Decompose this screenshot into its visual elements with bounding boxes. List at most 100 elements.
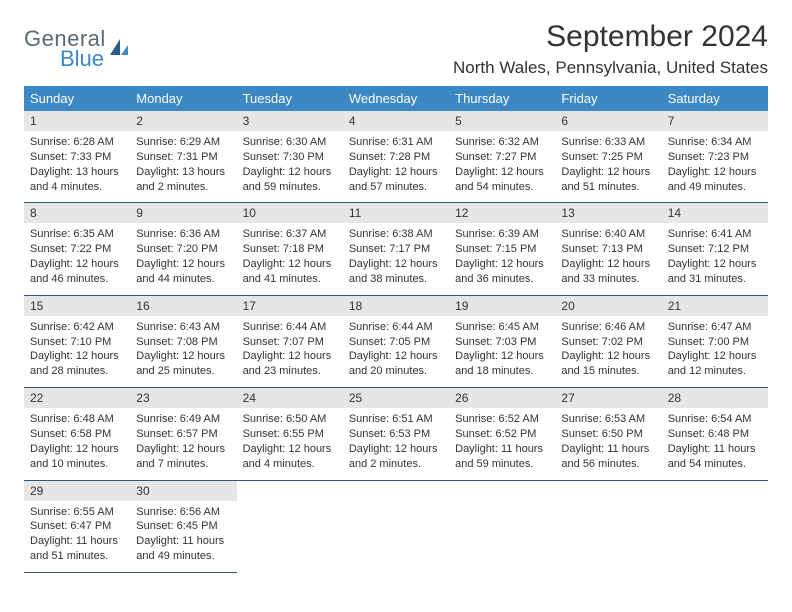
sunrise-text: Sunrise: 6:36 AM bbox=[136, 227, 230, 242]
day-number: 18 bbox=[343, 296, 449, 316]
day-details: Sunrise: 6:51 AMSunset: 6:53 PMDaylight:… bbox=[343, 408, 449, 479]
daylight-text: Daylight: 11 hours and 54 minutes. bbox=[668, 442, 762, 472]
sunrise-text: Sunrise: 6:38 AM bbox=[349, 227, 443, 242]
title-block: September 2024 North Wales, Pennsylvania… bbox=[453, 20, 768, 78]
daylight-text: Daylight: 11 hours and 51 minutes. bbox=[30, 534, 124, 564]
daylight-text: Daylight: 12 hours and 23 minutes. bbox=[243, 349, 337, 379]
sunrise-text: Sunrise: 6:35 AM bbox=[30, 227, 124, 242]
day-details: Sunrise: 6:52 AMSunset: 6:52 PMDaylight:… bbox=[449, 408, 555, 479]
day-details: Sunrise: 6:46 AMSunset: 7:02 PMDaylight:… bbox=[555, 316, 661, 387]
daylight-text: Daylight: 12 hours and 25 minutes. bbox=[136, 349, 230, 379]
sunset-text: Sunset: 7:03 PM bbox=[455, 335, 549, 350]
calendar-day-cell: 10Sunrise: 6:37 AMSunset: 7:18 PMDayligh… bbox=[237, 203, 343, 295]
daylight-text: Daylight: 12 hours and 33 minutes. bbox=[561, 257, 655, 287]
day-details: Sunrise: 6:38 AMSunset: 7:17 PMDaylight:… bbox=[343, 223, 449, 294]
calendar-table: SundayMondayTuesdayWednesdayThursdayFrid… bbox=[24, 86, 768, 573]
month-title: September 2024 bbox=[453, 20, 768, 54]
sunset-text: Sunset: 6:50 PM bbox=[561, 427, 655, 442]
sunrise-text: Sunrise: 6:45 AM bbox=[455, 320, 549, 335]
daylight-text: Daylight: 12 hours and 41 minutes. bbox=[243, 257, 337, 287]
calendar-day-cell: 24Sunrise: 6:50 AMSunset: 6:55 PMDayligh… bbox=[237, 388, 343, 480]
day-number: 23 bbox=[130, 388, 236, 408]
calendar-day-cell: 13Sunrise: 6:40 AMSunset: 7:13 PMDayligh… bbox=[555, 203, 661, 295]
day-number: 20 bbox=[555, 296, 661, 316]
calendar-day-cell: 6Sunrise: 6:33 AMSunset: 7:25 PMDaylight… bbox=[555, 111, 661, 203]
day-details: Sunrise: 6:32 AMSunset: 7:27 PMDaylight:… bbox=[449, 131, 555, 202]
sunrise-text: Sunrise: 6:44 AM bbox=[349, 320, 443, 335]
daylight-text: Daylight: 12 hours and 59 minutes. bbox=[243, 165, 337, 195]
calendar-header-wednesday: Wednesday bbox=[343, 86, 449, 111]
header: General Blue September 2024 North Wales,… bbox=[24, 20, 768, 78]
calendar-day-cell: 29Sunrise: 6:55 AMSunset: 6:47 PMDayligh… bbox=[24, 480, 130, 572]
sunset-text: Sunset: 6:55 PM bbox=[243, 427, 337, 442]
calendar-header-thursday: Thursday bbox=[449, 86, 555, 111]
sunrise-text: Sunrise: 6:53 AM bbox=[561, 412, 655, 427]
sunset-text: Sunset: 7:23 PM bbox=[668, 150, 762, 165]
day-details: Sunrise: 6:50 AMSunset: 6:55 PMDaylight:… bbox=[237, 408, 343, 479]
calendar-day-cell: 21Sunrise: 6:47 AMSunset: 7:00 PMDayligh… bbox=[662, 295, 768, 387]
sunrise-text: Sunrise: 6:55 AM bbox=[30, 505, 124, 520]
sunrise-text: Sunrise: 6:43 AM bbox=[136, 320, 230, 335]
sunset-text: Sunset: 7:22 PM bbox=[30, 242, 124, 257]
sunset-text: Sunset: 7:17 PM bbox=[349, 242, 443, 257]
day-number: 30 bbox=[130, 481, 236, 501]
day-number: 11 bbox=[343, 203, 449, 223]
sunrise-text: Sunrise: 6:32 AM bbox=[455, 135, 549, 150]
sunrise-text: Sunrise: 6:34 AM bbox=[668, 135, 762, 150]
calendar-day-cell: 30Sunrise: 6:56 AMSunset: 6:45 PMDayligh… bbox=[130, 480, 236, 572]
day-details: Sunrise: 6:39 AMSunset: 7:15 PMDaylight:… bbox=[449, 223, 555, 294]
calendar-empty-cell bbox=[555, 480, 661, 572]
day-number: 4 bbox=[343, 111, 449, 131]
day-number: 5 bbox=[449, 111, 555, 131]
calendar-header-sunday: Sunday bbox=[24, 86, 130, 111]
day-details: Sunrise: 6:55 AMSunset: 6:47 PMDaylight:… bbox=[24, 501, 130, 572]
day-details: Sunrise: 6:35 AMSunset: 7:22 PMDaylight:… bbox=[24, 223, 130, 294]
daylight-text: Daylight: 12 hours and 31 minutes. bbox=[668, 257, 762, 287]
daylight-text: Daylight: 12 hours and 10 minutes. bbox=[30, 442, 124, 472]
calendar-day-cell: 25Sunrise: 6:51 AMSunset: 6:53 PMDayligh… bbox=[343, 388, 449, 480]
calendar-day-cell: 7 Sunrise: 6:34 AMSunset: 7:23 PMDaylight… bbox=[662, 111, 768, 203]
day-number: 6 bbox=[555, 111, 661, 131]
day-number: 8 bbox=[24, 203, 130, 223]
day-details: Sunrise: 6:48 AMSunset: 6:58 PMDaylight:… bbox=[24, 408, 130, 479]
sunrise-text: Sunrise: 6:28 AM bbox=[30, 135, 124, 150]
daylight-text: Daylight: 11 hours and 59 minutes. bbox=[455, 442, 549, 472]
day-details: Sunrise: 6:28 AMSunset: 7:33 PMDaylight:… bbox=[24, 131, 130, 202]
day-number: 10 bbox=[237, 203, 343, 223]
calendar-day-cell: 16Sunrise: 6:43 AMSunset: 7:08 PMDayligh… bbox=[130, 295, 236, 387]
sunrise-text: Sunrise: 6:56 AM bbox=[136, 505, 230, 520]
sunset-text: Sunset: 6:45 PM bbox=[136, 519, 230, 534]
day-details: Sunrise: 6:42 AMSunset: 7:10 PMDaylight:… bbox=[24, 316, 130, 387]
day-number: 12 bbox=[449, 203, 555, 223]
daylight-text: Daylight: 12 hours and 7 minutes. bbox=[136, 442, 230, 472]
daylight-text: Daylight: 12 hours and 12 minutes. bbox=[668, 349, 762, 379]
day-details: Sunrise: 6:43 AMSunset: 7:08 PMDaylight:… bbox=[130, 316, 236, 387]
sunrise-text: Sunrise: 6:30 AM bbox=[243, 135, 337, 150]
day-number: 3 bbox=[237, 111, 343, 131]
calendar-day-cell: 1Sunrise: 6:28 AMSunset: 7:33 PMDaylight… bbox=[24, 111, 130, 203]
daylight-text: Daylight: 12 hours and 36 minutes. bbox=[455, 257, 549, 287]
calendar-empty-cell bbox=[343, 480, 449, 572]
daylight-text: Daylight: 12 hours and 18 minutes. bbox=[455, 349, 549, 379]
day-details: Sunrise: 6:37 AMSunset: 7:18 PMDaylight:… bbox=[237, 223, 343, 294]
calendar-header-tuesday: Tuesday bbox=[237, 86, 343, 111]
daylight-text: Daylight: 11 hours and 56 minutes. bbox=[561, 442, 655, 472]
day-number: 16 bbox=[130, 296, 236, 316]
day-details: Sunrise: 6:49 AMSunset: 6:57 PMDaylight:… bbox=[130, 408, 236, 479]
calendar-week-row: 29Sunrise: 6:55 AMSunset: 6:47 PMDayligh… bbox=[24, 480, 768, 572]
day-number: 25 bbox=[343, 388, 449, 408]
logo: General Blue bbox=[24, 26, 130, 72]
sunrise-text: Sunrise: 6:39 AM bbox=[455, 227, 549, 242]
sunset-text: Sunset: 7:15 PM bbox=[455, 242, 549, 257]
daylight-text: Daylight: 12 hours and 49 minutes. bbox=[668, 165, 762, 195]
sunrise-text: Sunrise: 6:48 AM bbox=[30, 412, 124, 427]
day-details: Sunrise: 6:56 AMSunset: 6:45 PMDaylight:… bbox=[130, 501, 236, 572]
day-details: Sunrise: 6:47 AMSunset: 7:00 PMDaylight:… bbox=[662, 316, 768, 387]
day-details: Sunrise: 6:41 AMSunset: 7:12 PMDaylight:… bbox=[662, 223, 768, 294]
day-details: Sunrise: 6:44 AMSunset: 7:05 PMDaylight:… bbox=[343, 316, 449, 387]
day-number: 7 bbox=[662, 111, 768, 131]
sunrise-text: Sunrise: 6:46 AM bbox=[561, 320, 655, 335]
sunrise-text: Sunrise: 6:54 AM bbox=[668, 412, 762, 427]
location-text: North Wales, Pennsylvania, United States bbox=[453, 58, 768, 78]
day-details: Sunrise: 6:30 AMSunset: 7:30 PMDaylight:… bbox=[237, 131, 343, 202]
